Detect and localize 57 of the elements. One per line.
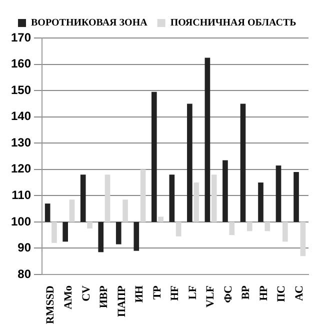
y-tick-label: 150 (10, 82, 32, 97)
x-tick-label: ВР (240, 285, 252, 300)
y-tick-label: 80 (18, 266, 32, 281)
legend-label: ВОРОТНИКОВАЯ ЗОНА (31, 18, 148, 29)
y-tick-label: 130 (10, 135, 32, 150)
x-tick-label: НР (258, 285, 270, 301)
bar (240, 104, 246, 222)
bar (282, 222, 288, 242)
y-tick-label: 110 (12, 188, 32, 202)
y-tick-label: 120 (10, 162, 32, 176)
x-tick-label: LF (186, 285, 199, 300)
bar (187, 104, 192, 222)
y-tick-label: 90 (18, 240, 32, 255)
bar (98, 222, 104, 252)
bar (158, 216, 164, 222)
bar (258, 182, 264, 222)
bar (222, 160, 228, 222)
bar (194, 182, 200, 222)
bar (169, 174, 175, 222)
x-tick-label: VLF (204, 285, 217, 308)
bar (300, 222, 306, 256)
bar (62, 222, 68, 242)
y-tick-label: 160 (10, 56, 32, 71)
bar (87, 222, 92, 229)
bar (204, 58, 210, 222)
legend-label: ПОЯСНИЧНАЯ ОБЛАСТЬ (170, 18, 297, 29)
bar (211, 174, 217, 222)
x-tick-label: RMSSD (44, 285, 57, 324)
x-tick-label: AMo (62, 284, 75, 310)
x-tick-label: ИН (134, 285, 146, 303)
bar (140, 169, 146, 222)
bar (52, 222, 57, 243)
bar (69, 200, 75, 222)
x-tick-label: ПС (276, 285, 288, 302)
bar (80, 174, 86, 222)
x-tick-label: TP (151, 285, 164, 300)
y-tick-label: 170 (10, 30, 32, 44)
bar (246, 222, 252, 232)
bar (116, 222, 122, 244)
bar (276, 165, 282, 222)
x-tick-label: HF (169, 285, 182, 301)
bar (294, 172, 299, 222)
bar (104, 174, 110, 222)
x-tick-label: CV (80, 285, 92, 302)
y-tick-label: 100 (10, 214, 32, 228)
bar (176, 222, 182, 236)
x-tick-label: ПАПР (116, 285, 128, 318)
x-tick-label: ФС (222, 285, 234, 303)
x-tick-label: ИВР (98, 285, 110, 308)
bar (122, 200, 128, 222)
bar (44, 204, 50, 222)
x-tick-label: АС (293, 285, 306, 301)
bar (134, 222, 140, 251)
bar (264, 222, 270, 232)
y-tick-label: 140 (10, 109, 32, 124)
bar (229, 222, 235, 236)
bar (151, 92, 157, 222)
